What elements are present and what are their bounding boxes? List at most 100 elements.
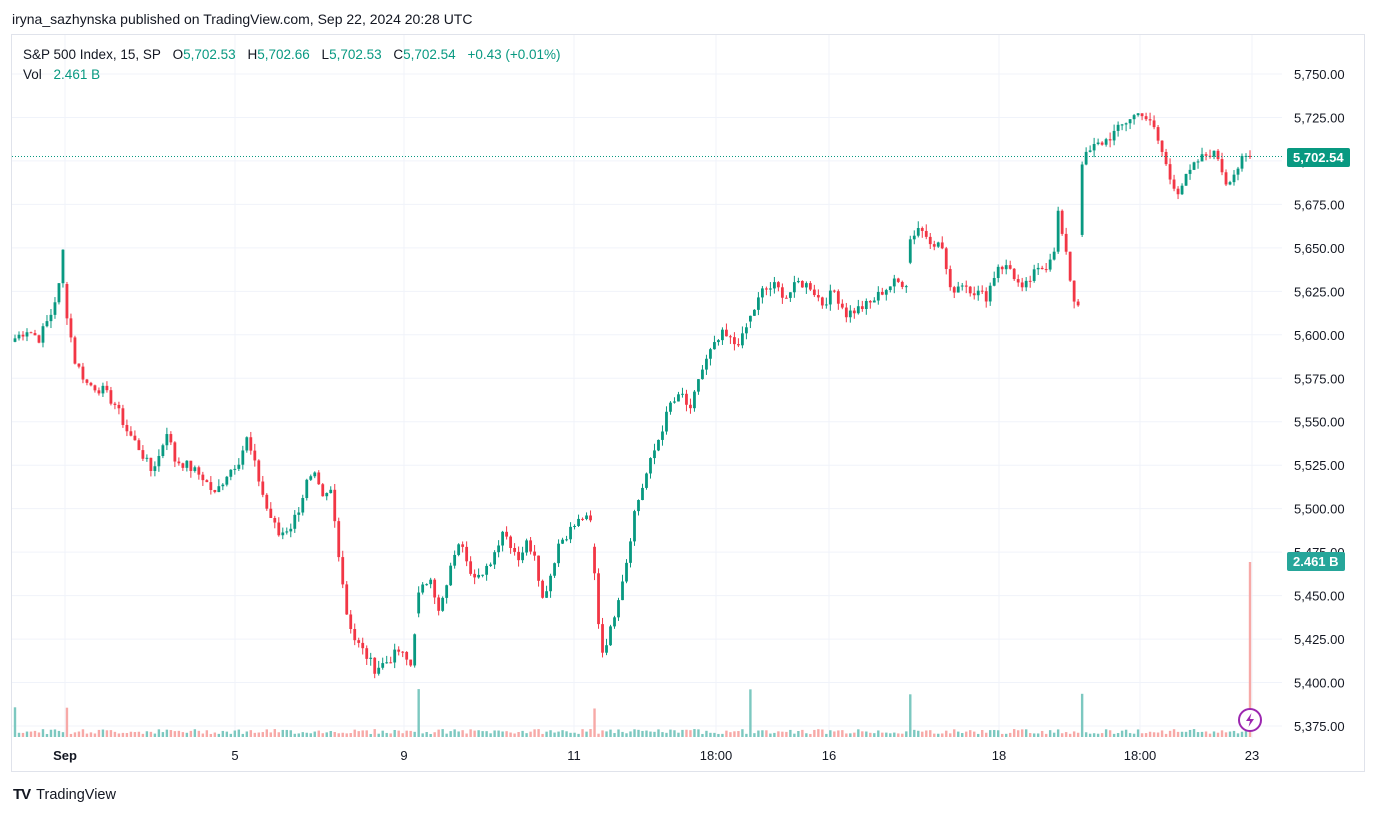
candle-body bbox=[1140, 113, 1144, 117]
volume-bar bbox=[969, 730, 972, 737]
candle-body bbox=[93, 385, 97, 391]
volume-bar bbox=[573, 732, 576, 737]
candle-body bbox=[1192, 162, 1196, 170]
candle-body bbox=[333, 489, 337, 522]
candle-body bbox=[133, 435, 137, 441]
volume-bar bbox=[973, 731, 976, 737]
volume-bar bbox=[501, 731, 504, 737]
legend-volume-label[interactable]: Vol bbox=[23, 67, 42, 82]
candle-body bbox=[1188, 169, 1192, 174]
volume-bar bbox=[829, 730, 832, 737]
candle-body bbox=[673, 401, 676, 403]
volume-bar bbox=[489, 733, 492, 737]
volume-bar bbox=[1124, 729, 1128, 737]
volume-bar bbox=[1016, 730, 1020, 737]
candle-body bbox=[1064, 233, 1068, 252]
candle-body bbox=[1208, 155, 1212, 157]
candle-body bbox=[537, 555, 540, 581]
candle-body bbox=[345, 584, 349, 615]
volume-bar bbox=[329, 730, 332, 737]
volume-bar bbox=[289, 730, 292, 737]
volume-bar bbox=[1148, 731, 1152, 737]
y-tick-label: 5,550.00 bbox=[1294, 415, 1345, 430]
volume-bar bbox=[1164, 733, 1168, 737]
candle-body bbox=[53, 302, 57, 315]
volume-bar bbox=[417, 689, 420, 737]
candle-body bbox=[525, 540, 528, 553]
volume-bar bbox=[237, 729, 241, 737]
candle-body bbox=[125, 424, 129, 432]
volume-bar bbox=[369, 733, 372, 737]
footer-branding[interactable]: TV TradingView bbox=[13, 786, 116, 803]
volume-bar bbox=[929, 730, 932, 737]
candle-body bbox=[441, 597, 445, 611]
time-axis[interactable]: Sep 5 9 11 18:00 16 18 18:00 23 bbox=[53, 748, 1259, 763]
candle-body bbox=[213, 489, 217, 493]
volume-bar bbox=[61, 732, 65, 737]
volume-bar bbox=[657, 729, 660, 737]
candle-body bbox=[725, 329, 728, 337]
volume-bar bbox=[597, 733, 600, 737]
volume-bar bbox=[957, 731, 960, 737]
brand-name: TradingView bbox=[36, 786, 116, 803]
volume-bar bbox=[513, 733, 516, 737]
volume-bar bbox=[77, 731, 81, 737]
candle-body bbox=[816, 295, 820, 298]
price-axis[interactable]: 5,375.005,400.005,425.005,450.005,475.00… bbox=[1294, 67, 1345, 734]
candle-body bbox=[329, 489, 333, 494]
candle-body bbox=[968, 286, 972, 294]
volume-bar bbox=[385, 732, 388, 737]
candle-body bbox=[45, 321, 49, 327]
candle-body bbox=[361, 642, 365, 649]
volume-bar bbox=[1236, 733, 1240, 737]
y-tick-label: 5,625.00 bbox=[1294, 284, 1345, 299]
candle-body bbox=[389, 662, 393, 664]
volume-bar bbox=[1032, 733, 1036, 737]
candle-body bbox=[681, 393, 684, 395]
volume-bar bbox=[805, 733, 808, 737]
volume-bar bbox=[949, 733, 952, 737]
legend-change: +0.43 (+0.01%) bbox=[467, 47, 561, 62]
x-tick-label: 18:00 bbox=[1124, 748, 1157, 763]
volume-bar bbox=[1104, 729, 1108, 737]
candle-body bbox=[181, 463, 185, 468]
volume-bar bbox=[869, 732, 872, 737]
candle-body bbox=[241, 450, 245, 465]
volume-bar bbox=[877, 730, 880, 737]
volume-bar bbox=[1160, 730, 1164, 737]
candle-body bbox=[741, 333, 744, 346]
candle-body bbox=[341, 557, 345, 585]
x-tick-label: 16 bbox=[822, 748, 836, 763]
grid-lines bbox=[12, 35, 1282, 738]
volume-bar bbox=[765, 730, 768, 737]
volume-bar bbox=[569, 732, 572, 737]
candle-body bbox=[1240, 155, 1244, 169]
legend-symbol[interactable]: S&P 500 Index, 15, SP bbox=[23, 47, 161, 62]
volume-bar bbox=[25, 731, 29, 737]
candle-body bbox=[776, 282, 780, 288]
candle-body bbox=[197, 467, 201, 475]
candle-body bbox=[1236, 168, 1240, 175]
candle-body bbox=[297, 512, 301, 515]
volume-bar bbox=[669, 729, 672, 737]
candle-body bbox=[433, 579, 437, 598]
volume-bar bbox=[485, 731, 488, 737]
volume-bar bbox=[897, 733, 900, 737]
candle-body bbox=[1068, 251, 1072, 281]
candle-body bbox=[689, 404, 692, 409]
volume-bar bbox=[1040, 730, 1044, 737]
volume-bar bbox=[745, 733, 748, 737]
candle-body bbox=[417, 592, 421, 614]
lightning-icon[interactable] bbox=[1238, 708, 1262, 732]
candle-body bbox=[1248, 155, 1252, 157]
volume-bar bbox=[41, 729, 45, 737]
volume-bar bbox=[269, 732, 272, 737]
candle-body bbox=[529, 540, 532, 552]
candle-body bbox=[828, 290, 832, 305]
candle-body bbox=[836, 291, 840, 304]
chart-frame[interactable] bbox=[11, 34, 1365, 772]
candle-body bbox=[257, 460, 261, 482]
volume-bar bbox=[1036, 733, 1040, 737]
legend-high-value: 5,702.66 bbox=[257, 47, 310, 62]
